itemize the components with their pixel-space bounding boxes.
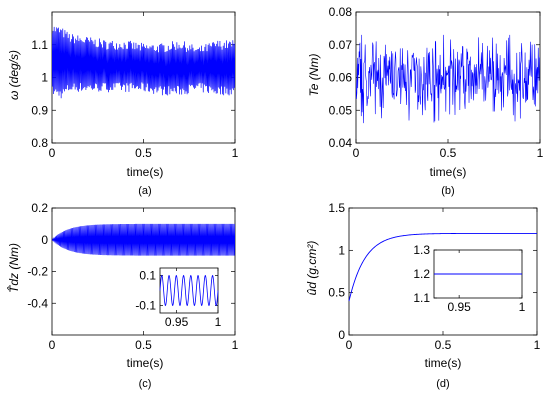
panel-a-ylabel: ω (deg/s) xyxy=(7,50,21,100)
panel-c-series-line xyxy=(52,223,235,256)
panel-c-ytick-label: -0.2 xyxy=(27,265,48,279)
panel-b-ytick-label: 0.05 xyxy=(329,103,353,117)
panel-c-inset-xtick-label: 0.95 xyxy=(165,315,189,329)
panel-d-ytick-label: 0 xyxy=(338,328,345,342)
panel-a-ytick-label: 1 xyxy=(41,71,48,85)
panel-d-ytick-label: 0.5 xyxy=(328,286,345,300)
panel-d-xtick-label: 1 xyxy=(534,338,541,352)
panel-c-ytick-label: -0.4 xyxy=(27,296,48,310)
panel-a-caption: (a) xyxy=(138,185,151,197)
panel-d-inset-xtick-label: 1 xyxy=(519,300,526,314)
panel-c-inset-ytick-label: -0.1 xyxy=(135,299,156,313)
panel-c-ytick-label: 0.2 xyxy=(31,201,48,215)
panel-a-ytick-label: 0.9 xyxy=(31,103,48,117)
panel-c-inset-xtick-label: 1 xyxy=(215,315,222,329)
panel-a-xtick-label: 0 xyxy=(49,146,56,160)
panel-b-xtick-label: 0 xyxy=(353,146,360,160)
panel-b-xlabel: time(s) xyxy=(430,165,467,179)
panel-d-ytick-label: 1 xyxy=(338,243,345,257)
panel-d-inset-ytick-label: 1.2 xyxy=(413,267,430,281)
panel-b-ytick-label: 0.06 xyxy=(329,71,353,85)
panel-a-xlabel: time(s) xyxy=(127,165,164,179)
panel-b-xtick-label: 0.5 xyxy=(440,146,457,160)
panel-d-inset-ytick-label: 1.3 xyxy=(413,243,430,257)
panel-b-ytick-label: 0.07 xyxy=(329,38,353,52)
panel-b-caption: (b) xyxy=(441,185,454,197)
panel-d-xtick-label: 0.5 xyxy=(435,338,452,352)
panel-d-ytick-label: 1.5 xyxy=(328,201,345,215)
panel-d-series-line xyxy=(348,232,537,302)
panel-b-plot: 0 0.5 1 0.04 0.05 0.06 0.07 0.08 xyxy=(329,5,544,160)
panel-d-caption: (d) xyxy=(436,378,449,390)
panel-c-caption: (c) xyxy=(139,378,152,390)
panel-a-ytick-label: 1.1 xyxy=(31,38,48,52)
panel-a-series-line xyxy=(52,26,235,99)
panel-a-xtick-label: 0.5 xyxy=(135,146,152,160)
panel-c-plot: 0 0.5 1 -0.4 -0.2 0 0.2 0.95 1 -0.1 0.1 xyxy=(27,201,238,352)
panel-b-series-line xyxy=(356,34,540,124)
panel-d-inset-ytick-label: 1.1 xyxy=(413,291,430,305)
panel-a-plot: 0 0.5 1 0.8 0.9 1 1.1 xyxy=(31,11,239,160)
panel-d-inset-xtick-label: 0.95 xyxy=(447,300,471,314)
panel-b: 0 0.5 1 0.04 0.05 0.06 0.07 0.08 Te (Nm) time(s… xyxy=(307,5,544,197)
panel-a-ytick-label: 0.8 xyxy=(31,136,48,150)
panel-b-ytick-label: 0.04 xyxy=(329,136,353,150)
panel-d-plot: 0 0.5 1 0 0.5 1 1.5 0.95 1 1.1 1.2 1.3 xyxy=(328,201,540,352)
panel-d-xlabel: time(s) xyxy=(425,356,462,370)
panel-b-ytick-label: 0.08 xyxy=(329,5,353,19)
panel-d-xtick-label: 0 xyxy=(346,338,353,352)
panel-c-xtick-label: 1 xyxy=(232,338,239,352)
panel-c-ytick-label: 0 xyxy=(41,233,48,247)
panel-c-ylabel: T̂dz (Nm) xyxy=(6,243,21,293)
panel-c-xlabel: time(s) xyxy=(127,356,164,370)
panel-d: 0 0.5 1 0 0.5 1 1.5 0.95 1 1.1 1.2 1.3 ûd (g.cm²) t… xyxy=(305,201,541,390)
panel-a: 0 0.5 1 0.8 0.9 1 1.1 ω (deg/s) time(s) (a) xyxy=(7,11,239,197)
panel-c: 0 0.5 1-0.4-0.200.20.95 1-0.10.1 T̂dz (Nm) … xyxy=(6,201,239,390)
panel-c-xtick-label: 0.5 xyxy=(135,338,152,352)
panel-b-xtick-label: 1 xyxy=(537,146,544,160)
panel-c-inset-ytick-label: 0.1 xyxy=(139,269,156,283)
panel-c-xtick-label: 0 xyxy=(49,338,56,352)
panel-c-inset-line xyxy=(159,274,219,307)
panel-a-xtick-label: 1 xyxy=(232,146,239,160)
panel-b-ylabel: Te (Nm) xyxy=(307,54,321,97)
panel-d-ylabel: ûd (g.cm²) xyxy=(305,241,319,296)
